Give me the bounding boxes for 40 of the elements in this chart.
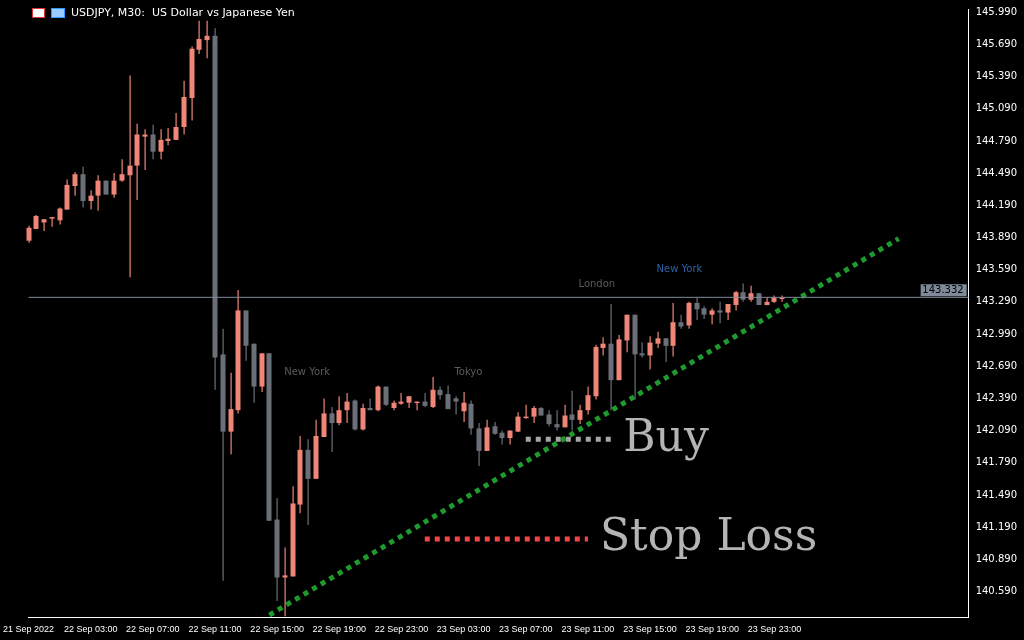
y-tick-label: 145.390 — [975, 70, 1018, 82]
y-tick-label: 141.490 — [975, 488, 1018, 500]
y-tick-label: 144.790 — [975, 134, 1018, 146]
x-tick-label: 22 Sep 11:00 — [188, 624, 242, 635]
y-tick-label: 145.690 — [975, 37, 1018, 49]
x-tick-label: 23 Sep 23:00 — [747, 624, 802, 635]
y-tick-label: 144.190 — [975, 198, 1018, 210]
series-label: Buy — [623, 409, 709, 461]
annotation: New York — [284, 366, 331, 378]
y-tick-label: 144.490 — [975, 166, 1018, 178]
y-tick-label: 143.590 — [975, 263, 1018, 275]
y-tick-label: 141.190 — [975, 520, 1018, 532]
series-label: Stop Loss — [599, 509, 818, 561]
y-tick-label: 143.290 — [975, 295, 1018, 307]
annotation: New York — [656, 262, 703, 274]
y-tick-label: 140.890 — [975, 552, 1018, 564]
annotation: Tokyo — [453, 366, 483, 378]
y-tick-label: 142.390 — [975, 391, 1018, 403]
x-tick-label: 22 Sep 19:00 — [312, 624, 367, 635]
x-tick-label: 22 Sep 03:00 — [63, 624, 118, 635]
y-tick-label: 145.990 — [975, 5, 1018, 17]
y-tick-label: 143.890 — [975, 231, 1018, 243]
x-tick-label: 22 Sep 07:00 — [126, 624, 180, 635]
y-tick-label: 140.590 — [975, 585, 1018, 597]
y-tick-label: 142.690 — [975, 359, 1018, 371]
x-tick-label: 22 Sep 15:00 — [250, 624, 304, 635]
x-tick-label: 23 Sep 07:00 — [499, 624, 553, 635]
y-tick-label: 142.990 — [975, 327, 1018, 339]
y-tick-label: 145.090 — [975, 102, 1018, 114]
x-tick-label: 22 Sep 23:00 — [374, 624, 429, 635]
x-tick-label: 21 Sep 2022 — [3, 624, 55, 635]
ref-line-label: 143.332 — [922, 283, 964, 295]
y-tick-label: 142.090 — [975, 424, 1018, 436]
x-tick-label: 23 Sep 03:00 — [436, 624, 491, 635]
chart-title: USDJPY, M30: US Dollar vs Japanese Yen — [71, 6, 295, 19]
annotation: London — [578, 277, 616, 289]
x-tick-label: 23 Sep 11:00 — [561, 624, 615, 635]
x-tick-label: 23 Sep 15:00 — [623, 624, 677, 635]
x-tick-label: 23 Sep 19:00 — [685, 624, 740, 635]
y-tick-label: 141.790 — [975, 456, 1018, 468]
